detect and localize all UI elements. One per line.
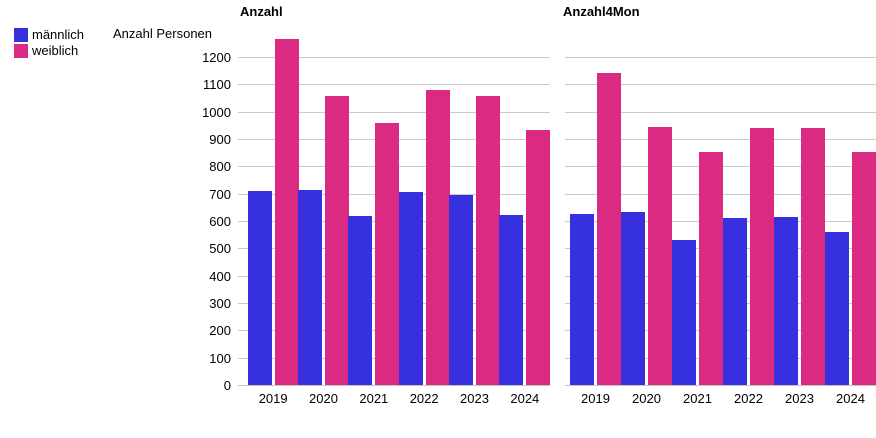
y-tick-label: 400 <box>209 268 231 284</box>
gridline <box>565 139 876 140</box>
bar-weiblich-2023 <box>801 128 825 385</box>
bar-weiblich-2020 <box>648 126 672 385</box>
y-tick-label: 1100 <box>203 77 231 93</box>
y-tick-label: 500 <box>209 241 231 257</box>
bar-maennlich-2021 <box>348 216 373 385</box>
gridline <box>565 111 876 113</box>
bar-maennlich-2019 <box>570 213 594 385</box>
panel-anzahl-plot: 0 100 200 300 400 500 600 700 800 900 1000 1100 1200… <box>202 39 551 406</box>
x-tick-label: 2020 <box>309 391 338 406</box>
bar-maennlich-2023 <box>774 217 798 385</box>
y-axis-title: Anzahl Personen <box>113 26 213 41</box>
bar-weiblich-2024 <box>526 130 551 385</box>
bar-maennlich-2020 <box>298 190 322 385</box>
y-tick-label: 900 <box>209 132 231 147</box>
panel-title-anzahl: Anzahl <box>240 4 283 19</box>
y-tick-label: 300 <box>209 296 231 311</box>
panel-anzahl4mon-plot: 2019 2020 2021 2022 2023 2024 <box>565 57 876 406</box>
bar-maennlich-2022 <box>398 192 423 385</box>
gridline <box>238 57 550 58</box>
bar-maennlich-2021 <box>672 240 696 385</box>
x-tick-label: 2022 <box>409 391 439 406</box>
gridline <box>238 111 550 113</box>
x-tick-label: 2019 <box>581 391 610 406</box>
bar-maennlich-2022 <box>723 217 747 385</box>
bar-weiblich-2020 <box>325 96 349 385</box>
bar-maennlich-2024 <box>825 231 849 385</box>
panel-title-anzahl4mon: Anzahl4Mon <box>563 4 640 19</box>
x-tick-label: 2021 <box>683 391 712 406</box>
x-tick-label: 2023 <box>460 391 489 406</box>
y-tick-label: 600 <box>209 214 231 229</box>
bar-maennlich-2024 <box>499 215 524 385</box>
bar-weiblich-2019 <box>597 72 621 385</box>
x-tick-label: 2024 <box>510 391 540 406</box>
y-tick-label: 200 <box>209 323 231 339</box>
y-tick-label: 800 <box>209 159 231 175</box>
gridline <box>238 84 550 86</box>
bar-weiblich-2022 <box>750 127 774 385</box>
x-tick-label: 2020 <box>632 391 661 406</box>
bar-maennlich-2019 <box>247 190 272 385</box>
y-tick-label: 1000 <box>202 104 231 120</box>
x-tick-label: 2022 <box>734 391 763 406</box>
gridline <box>565 84 876 86</box>
legend-label-weiblich: weiblich <box>32 43 79 58</box>
y-tick-label: 100 <box>209 350 231 366</box>
y-tick-label: 1200 <box>202 50 231 65</box>
x-tick-label: 2024 <box>836 391 865 406</box>
legend-swatch-maennlich-icon <box>14 28 28 42</box>
x-tick-label: 2021 <box>359 391 389 406</box>
bar-weiblich-2021 <box>375 123 400 385</box>
y-tick-label: 700 <box>209 186 231 202</box>
x-tick-label: 2019 <box>258 391 288 406</box>
legend-swatch-weiblich-icon <box>14 44 28 58</box>
y-tick-label: 0 <box>223 378 231 393</box>
bar-weiblich-2022 <box>425 89 450 385</box>
legend-label-maennlich: männlich <box>32 27 85 42</box>
x-tick-label: 2023 <box>785 391 814 406</box>
bar-weiblich-2021 <box>699 152 723 385</box>
bar-maennlich-2020 <box>621 211 645 385</box>
bar-weiblich-2024 <box>852 151 876 385</box>
bar-weiblich-2019 <box>274 39 299 385</box>
bar-weiblich-2023 <box>476 96 500 385</box>
gridline <box>565 57 876 58</box>
bar-maennlich-2023 <box>449 194 473 385</box>
